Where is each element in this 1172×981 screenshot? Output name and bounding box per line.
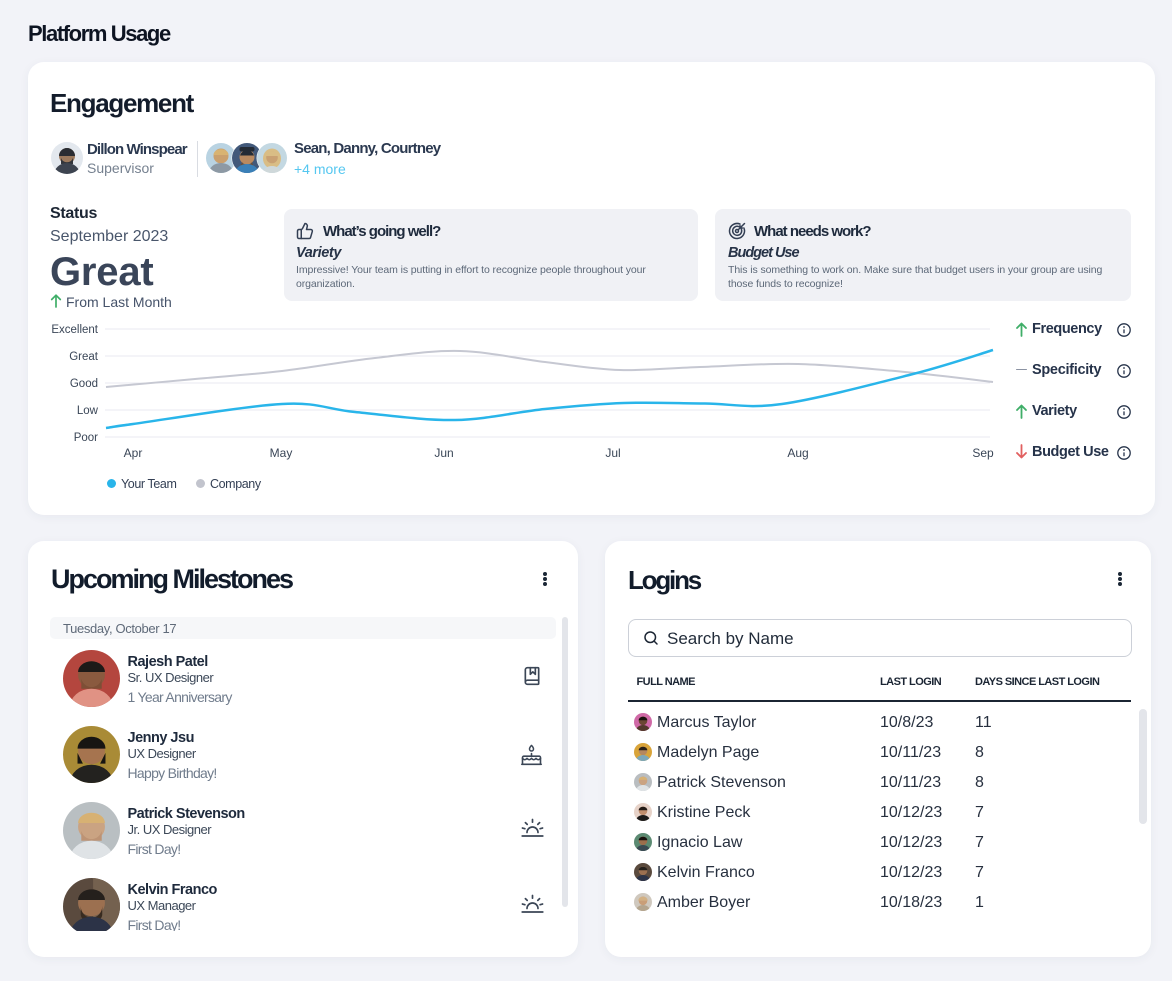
svg-text:Apr: Apr bbox=[124, 446, 143, 460]
svg-text:Excellent: Excellent bbox=[51, 324, 98, 336]
svg-text:Aug: Aug bbox=[787, 446, 808, 460]
svg-text:Sep: Sep bbox=[972, 446, 994, 460]
svg-text:Low: Low bbox=[77, 405, 99, 417]
svg-text:Great: Great bbox=[69, 351, 99, 363]
svg-text:Jun: Jun bbox=[434, 446, 453, 460]
svg-text:Good: Good bbox=[70, 378, 98, 390]
svg-text:Poor: Poor bbox=[74, 432, 98, 444]
svg-text:Jul: Jul bbox=[605, 446, 620, 460]
svg-text:May: May bbox=[270, 446, 293, 460]
